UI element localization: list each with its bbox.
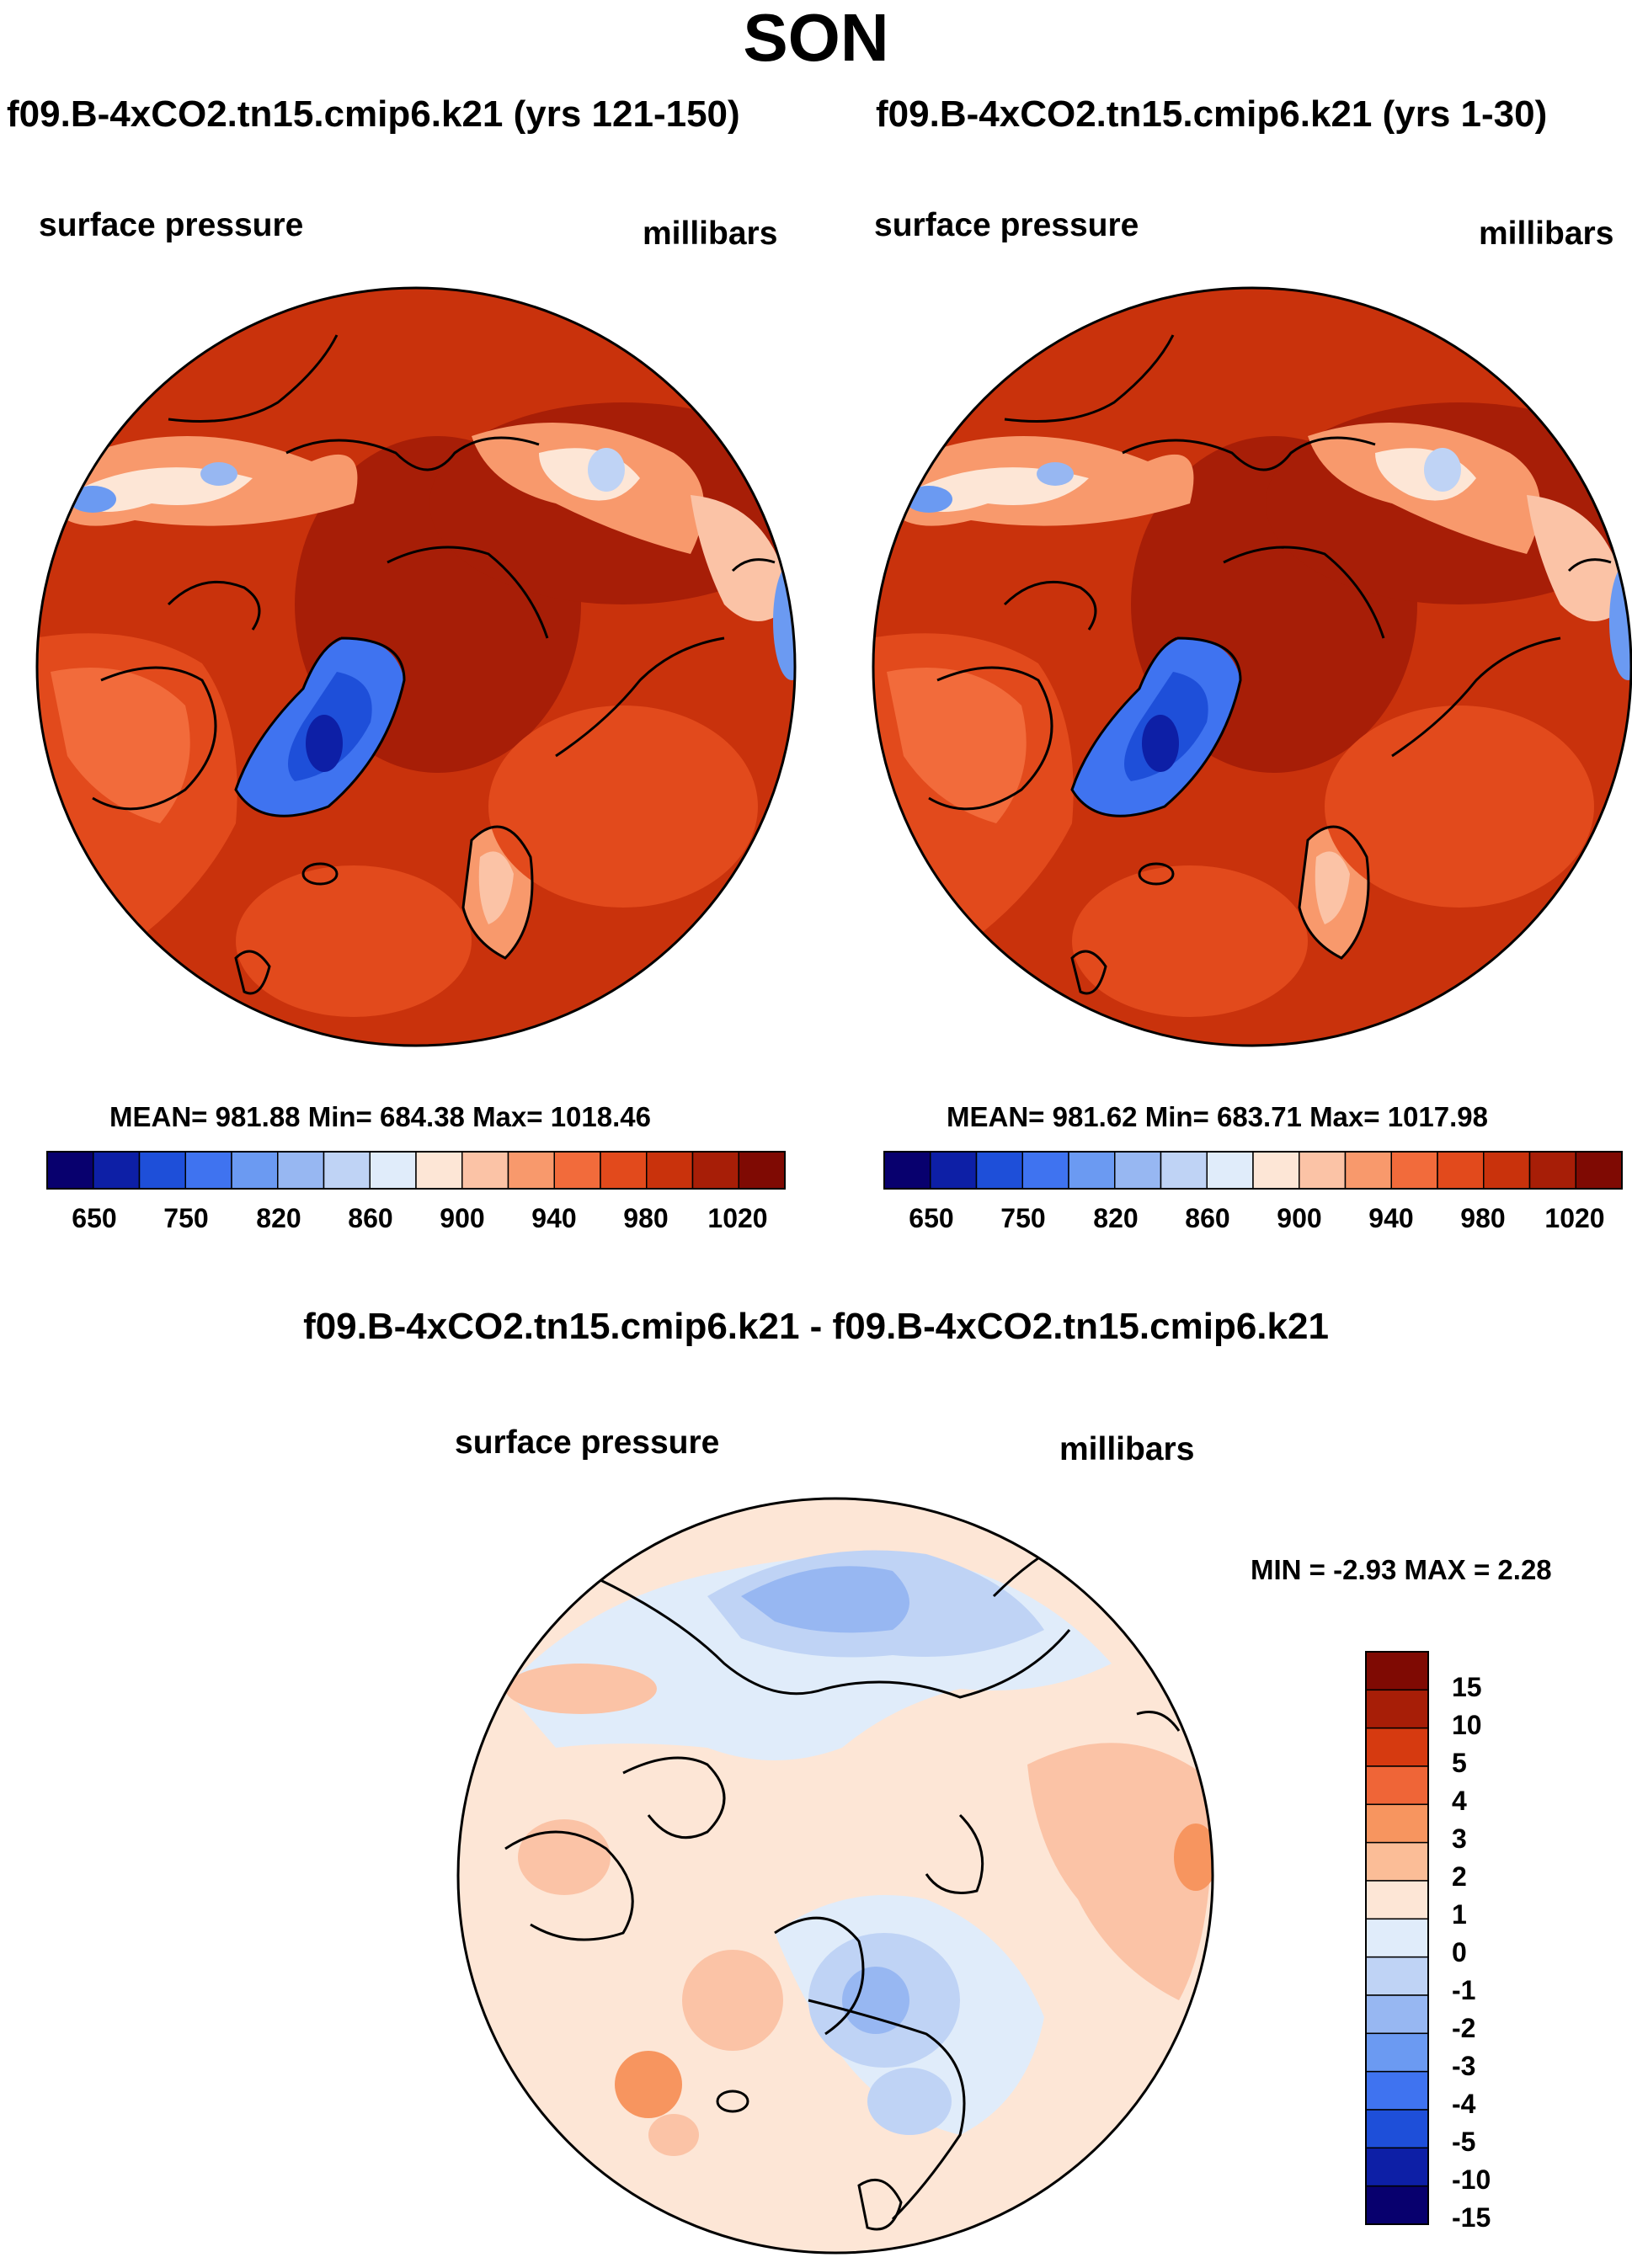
diff-map [456,1497,1214,2255]
colorbar-swatch [507,1151,555,1190]
panel2-colorbar-tick: 1020 [1544,1203,1604,1233]
diff-colorbar-tick: -15 [1452,2202,1491,2233]
colorbar-swatch [1365,1994,1429,2035]
colorbar-swatch [1575,1151,1623,1190]
colorbar-swatch [553,1151,601,1190]
colorbar-swatch [1206,1151,1254,1190]
diff-colorbar-tick: -3 [1452,2051,1475,2081]
diff-colorbar-tick: 5 [1452,1748,1467,1778]
colorbar-swatch [138,1151,186,1190]
diff-minmax: MIN = -2.93 MAX = 2.28 [1251,1554,1552,1585]
colorbar-swatch [1021,1151,1069,1190]
colorbar-swatch [1365,2109,1429,2149]
panel1-colorbar-tick: 1020 [707,1203,767,1233]
colorbar-swatch [184,1151,232,1190]
colorbar-swatch [461,1151,509,1190]
diff-colorbar: 15 10 5 4 3 2 1 0 -1 -2 -3 -4 -5 -10 -15 [1365,1651,1491,2233]
panel1-stats: MEAN= 981.88 Min= 684.38 Max= 1018.46 [109,1101,651,1132]
colorbar-swatch [1114,1151,1162,1190]
diff-title: f09.B-4xCO2.tn15.cmip6.k21 - f09.B-4xCO2… [303,1306,1329,1347]
colorbar-swatch [1344,1151,1392,1190]
colorbar-swatch [1365,2185,1429,2225]
diff-colorbar-tick: -1 [1452,1975,1475,2005]
colorbar-swatch [46,1151,94,1190]
panel2-variable-label: surface pressure [874,207,1139,243]
diff-colorbar-tick: 1 [1452,1899,1467,1930]
diff-colorbar-tick: 10 [1452,1710,1482,1740]
colorbar-swatch [231,1151,279,1190]
panel2-colorbar-tick: 750 [1000,1203,1045,1233]
colorbar-swatch [1528,1151,1576,1190]
colorbar-swatch [1160,1151,1208,1190]
panel1-case-title: f09.B-4xCO2.tn15.cmip6.k21 (yrs 121-150) [7,93,740,135]
panel1-colorbar-tick: 940 [531,1203,576,1233]
panel1-colorbar-tick: 650 [72,1203,116,1233]
diff-colorbar-tick: -10 [1452,2164,1491,2195]
diff-colorbar-tick: -4 [1452,2089,1476,2119]
panel1-map [35,286,797,1047]
panel2-colorbar-tick: 650 [909,1203,953,1233]
colorbar-swatch [1252,1151,1300,1190]
colorbar-swatch [1365,1956,1429,1996]
panel1-colorbar-tick: 860 [348,1203,392,1233]
colorbar-swatch [1365,2032,1429,2073]
colorbar-swatch [975,1151,1023,1190]
panel1-units-label: millibars [643,216,778,252]
colorbar-swatch [1365,1727,1429,1767]
diff-colorbar-tick: 3 [1452,1823,1467,1854]
panel1-variable-label: surface pressure [39,207,304,243]
panel1-colorbar-tick: 820 [256,1203,301,1233]
panel2-colorbar-tick: 860 [1185,1203,1229,1233]
diff-colorbar-tick: 4 [1452,1786,1467,1816]
diff-colorbar-tick: -5 [1452,2127,1475,2157]
colorbar-swatch [1068,1151,1116,1190]
panel1-colorbar: 650 750 820 860 900 940 980 1020 [46,1151,786,1233]
panel2-map [872,286,1632,1047]
colorbar-swatch [369,1151,417,1190]
panel2-colorbar-tick: 820 [1093,1203,1138,1233]
colorbar-swatch [1365,1841,1429,1882]
colorbar-swatch [691,1151,739,1190]
panel2-colorbar-tick: 980 [1460,1203,1505,1233]
colorbar-swatch [277,1151,325,1190]
colorbar-swatch [415,1151,463,1190]
diff-variable-label: surface pressure [455,1424,720,1461]
colorbar-swatch [646,1151,694,1190]
panel2-units-label: millibars [1479,216,1614,252]
colorbar-swatch [1365,1918,1429,1958]
colorbar-swatch [600,1151,648,1190]
colorbar-swatch [1365,1880,1429,1920]
colorbar-swatch [883,1151,931,1190]
colorbar-swatch [930,1151,978,1190]
colorbar-swatch [1365,2070,1429,2111]
colorbar-swatch [1483,1151,1531,1190]
panel1-colorbar-tick: 900 [440,1203,484,1233]
panel2-colorbar: 650 750 820 860 900 940 980 1020 [883,1151,1623,1233]
panel2-case-title: f09.B-4xCO2.tn15.cmip6.k21 (yrs 1-30) [876,93,1548,135]
diff-colorbar-tick: -2 [1452,2013,1475,2043]
diff-colorbar-tick: 15 [1452,1672,1482,1702]
colorbar-swatch [1437,1151,1485,1190]
diff-colorbar-tick: 2 [1452,1861,1467,1892]
panel2-colorbar-tick: 940 [1368,1203,1413,1233]
colorbar-swatch [1299,1151,1347,1190]
figure-title: SON [743,0,889,75]
colorbar-swatch [1365,1689,1429,1729]
panel1-colorbar-tick: 750 [163,1203,208,1233]
diff-units-label: millibars [1059,1431,1195,1467]
colorbar-swatch [1365,1765,1429,1806]
colorbar-swatch [93,1151,141,1190]
colorbar-swatch [1365,1651,1429,1691]
colorbar-swatch [1390,1151,1438,1190]
colorbar-swatch [323,1151,371,1190]
panel1-colorbar-tick: 980 [623,1203,668,1233]
colorbar-swatch [1365,1803,1429,1844]
diff-colorbar-tick: 0 [1452,1937,1467,1967]
panel2-stats: MEAN= 981.62 Min= 683.71 Max= 1017.98 [947,1101,1488,1132]
colorbar-swatch [1365,2147,1429,2187]
panel2-colorbar-tick: 900 [1277,1203,1321,1233]
colorbar-swatch [738,1151,786,1190]
